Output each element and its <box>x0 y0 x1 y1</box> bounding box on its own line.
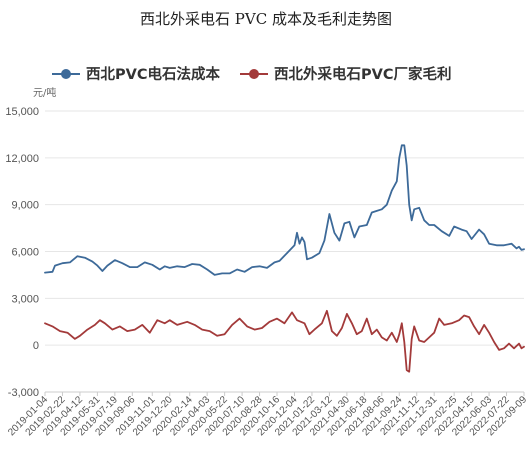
y-tick-label: 6,000 <box>11 247 39 259</box>
y-tick-label: 3,000 <box>11 293 39 305</box>
legend-item-margin[interactable]: 西北外采电石PVC厂家毛利 <box>240 65 452 83</box>
y-tick-label: -3,000 <box>8 387 39 399</box>
legend-label-margin: 西北外采电石PVC厂家毛利 <box>274 65 452 83</box>
legend-item-cost[interactable]: 西北PVC电石法成本 <box>52 65 220 83</box>
chart-title: 西北外采电石 PVC 成本及毛利走势图 <box>140 10 392 28</box>
legend-label-cost: 西北PVC电石法成本 <box>86 65 220 83</box>
legend[interactable]: 西北PVC电石法成本 西北外采电石PVC厂家毛利 <box>52 65 452 83</box>
y-tick-label: 0 <box>33 340 39 352</box>
y-axis-unit: 元/吨 <box>33 86 56 99</box>
y-tick-label: 9,000 <box>11 200 39 212</box>
legend-marker-margin <box>249 69 259 79</box>
y-axis-ticks: -3,000 0 3,000 6,000 9,000 12,000 15,000 <box>5 106 39 399</box>
series-line-cost[interactable] <box>44 144 525 276</box>
y-tick-label: 12,000 <box>5 153 39 165</box>
series-layer <box>44 144 525 373</box>
series-line-margin[interactable] <box>44 309 525 373</box>
y-tick-label: 15,000 <box>5 106 39 118</box>
legend-marker-cost <box>61 69 71 79</box>
x-axis-ticks: 2019-01-042019-02-222019-04-122019-05-31… <box>6 392 529 438</box>
grid-layer <box>45 110 524 393</box>
